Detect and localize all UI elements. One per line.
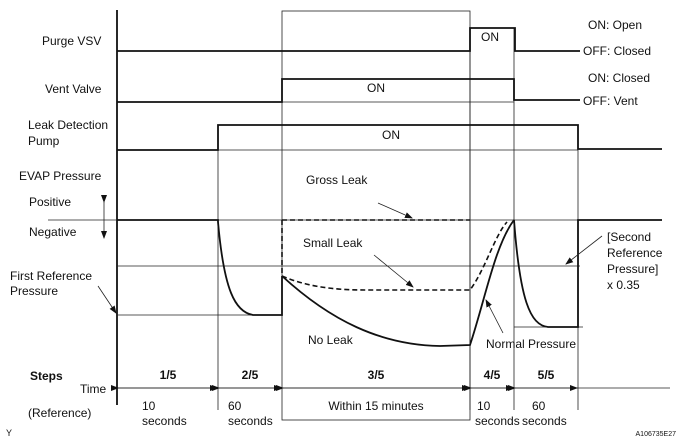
small-leak-arrow (373, 254, 414, 288)
vent-on-state: ON: Closed (588, 71, 650, 85)
reference-label: (Reference) (28, 406, 91, 420)
pump-label-line2: Pump (28, 134, 60, 148)
step-number: 2/5 (242, 368, 259, 382)
evap-pressure-label: EVAP Pressure (19, 169, 102, 183)
step-3: 3/5 Within 15 minutes (328, 368, 423, 413)
figure-id: A106735E27 (636, 431, 677, 438)
step-number: 3/5 (368, 368, 385, 382)
evap-step5-curve (513, 219, 662, 328)
step3-box (281, 10, 471, 421)
corner-mark: Y (6, 428, 12, 438)
step-time-line1: 10 (477, 399, 491, 413)
step-time-line2: seconds (142, 414, 187, 428)
step-number: 4/5 (484, 368, 501, 382)
step-number: 1/5 (160, 368, 177, 382)
no-leak-curve (281, 219, 515, 347)
small-leak-label: Small Leak (303, 236, 363, 250)
first-reference-arrow (97, 285, 117, 314)
second-reference-label-1: [Second (607, 230, 651, 244)
step-time-line1: 60 (532, 399, 546, 413)
normal-pressure-label: Normal Pressure (486, 337, 576, 351)
second-reference-label-2: Reference (607, 246, 663, 260)
second-reference-label-3: Pressure] (607, 262, 658, 276)
purge-on-label: ON (481, 30, 499, 44)
time-label: Time (80, 382, 107, 396)
purge-vsv-signal (117, 27, 580, 52)
purge-on-state: ON: Open (588, 18, 642, 32)
second-reference-arrow (565, 235, 603, 265)
first-reference-label-2: Pressure (10, 284, 58, 298)
gross-leak-arrow (377, 202, 413, 219)
step-time-line1: 10 (142, 399, 156, 413)
step-2: 2/5 60 seconds (228, 368, 273, 428)
purge-vsv-label: Purge VSV (42, 34, 101, 48)
evap-step1-2-curve (117, 219, 283, 316)
normal-pressure-arrow (485, 299, 504, 334)
step-5: 5/5 60 seconds (522, 368, 567, 428)
pump-on-label: ON (382, 128, 400, 142)
step-time-line2: seconds (522, 414, 567, 428)
gross-leak-label: Gross Leak (306, 173, 368, 187)
negative-label: Negative (29, 225, 77, 239)
vent-valve-signal (117, 78, 580, 103)
step-time-line1: Within 15 minutes (328, 399, 423, 413)
step-number: 5/5 (538, 368, 555, 382)
step-1: 1/5 10 seconds (142, 368, 187, 428)
step-4: 4/5 10 seconds (475, 368, 520, 428)
steps-label: Steps (30, 369, 63, 383)
step-time-line1: 60 (228, 399, 242, 413)
vent-off-state: OFF: Vent (583, 94, 638, 108)
positive-label: Positive (29, 195, 71, 209)
small-leak-curve (281, 221, 508, 291)
pump-signal (117, 124, 662, 151)
vent-on-label: ON (367, 81, 385, 95)
step-time-line2: seconds (228, 414, 273, 428)
step-time-line2: seconds (475, 414, 520, 428)
second-reference-label-4: x 0.35 (607, 278, 640, 292)
pump-label-line1: Leak Detection (28, 118, 108, 132)
first-reference-label-1: First Reference (10, 269, 92, 283)
vent-valve-label: Vent Valve (45, 82, 102, 96)
no-leak-label: No Leak (308, 333, 354, 347)
purge-off-state: OFF: Closed (583, 44, 651, 58)
